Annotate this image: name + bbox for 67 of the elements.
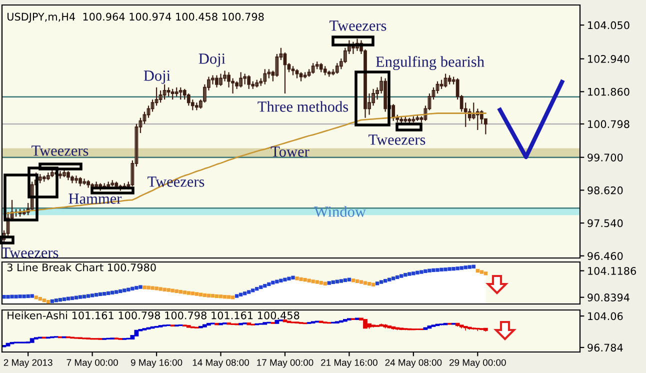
annotation: Doji [144, 70, 170, 84]
candlestick [322, 321, 328, 324]
x-tick-label: 7 May 00:00 [66, 359, 118, 368]
candlestick [262, 322, 268, 325]
candlestick [443, 322, 448, 326]
candlestick [114, 337, 119, 340]
x-tick-label: 29 May 00:00 [450, 359, 506, 368]
y-tick-label: 104.050 [588, 21, 630, 30]
candlestick [479, 328, 484, 331]
candlestick [98, 338, 103, 340]
y-tick-label: 98.620 [588, 186, 623, 194]
candlestick [102, 338, 107, 340]
candlestick [363, 319, 368, 329]
candlestick [318, 320, 324, 324]
candlestick [310, 321, 316, 324]
y-tick-label: 99.700 [588, 154, 623, 162]
candlestick [298, 322, 304, 324]
chart-title: Heiken-Ashi 101.161 100.798 100.798 101.161 100.458 [8, 311, 300, 320]
y-tick-label: 104.1186 [588, 266, 636, 275]
x-tick-label: 24 May 08:00 [385, 359, 442, 368]
candlestick [150, 326, 155, 329]
annotation: Tweezers [330, 20, 386, 31]
candlestick [435, 324, 440, 326]
x-tick-label: 2 May 2013 [4, 359, 52, 368]
candlestick [399, 328, 404, 331]
annotation: Tweezers [32, 146, 88, 156]
y-tick-label: 96.784 [588, 344, 623, 352]
candlestick [26, 341, 30, 344]
candlestick [110, 337, 115, 340]
annotation: Engulfing bearish [376, 56, 484, 70]
y-tick-label: 97.540 [588, 219, 623, 228]
x-tick-label: 17 May 00:00 [257, 359, 314, 368]
candlestick [286, 320, 292, 324]
x-tick-label: 14 May 08:00 [192, 359, 250, 368]
y-tick-label: 102.940 [588, 55, 630, 63]
candlestick [306, 322, 312, 324]
candlestick [459, 324, 464, 329]
candlestick [118, 338, 123, 340]
candlestick [34, 337, 38, 340]
candlestick [186, 324, 191, 328]
y-tick-label: 104.06 [588, 312, 623, 320]
text: USDJPY,m,H4 100.964 100.974 100.458 100.798 [8, 12, 264, 23]
candlestick [334, 321, 340, 324]
y-tick-label: 101.860 [588, 88, 630, 96]
chart-title: 3 Line Break Chart 100.7980 [7, 263, 156, 272]
candlestick [403, 328, 408, 331]
x-tick-label: 9 May 16:00 [130, 359, 182, 368]
annotation: Three methods [258, 101, 348, 112]
candlestick [282, 319, 288, 322]
candlestick [294, 321, 300, 324]
candlestick [471, 327, 476, 330]
band-label: Window [314, 206, 366, 217]
candlestick [122, 338, 127, 340]
candlestick [431, 324, 436, 328]
y-tick-label: 100.798 [588, 120, 630, 128]
annotation: Tweezers [368, 134, 426, 145]
y-tick-label: 90.8394 [588, 294, 630, 302]
annotation: Doji [198, 54, 226, 67]
candlestick [10, 342, 14, 344]
annotation: Hammer [68, 194, 122, 204]
band-label: Tower [270, 146, 310, 157]
candlestick [270, 322, 276, 324]
x-tick-label: 21 May 16:00 [321, 359, 378, 368]
candlestick [158, 324, 163, 328]
candlestick [142, 328, 147, 331]
y-tick-label: 96.460 [588, 252, 623, 260]
candlestick [30, 338, 34, 344]
